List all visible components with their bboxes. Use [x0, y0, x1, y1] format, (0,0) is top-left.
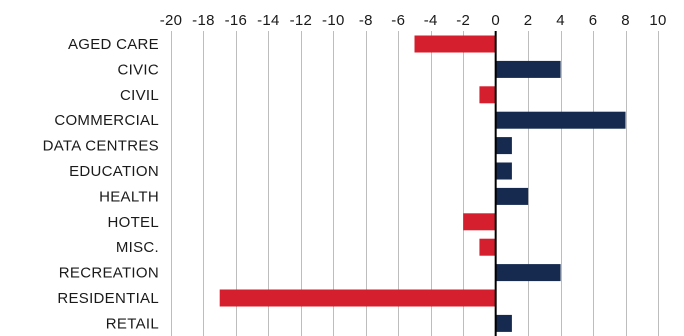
bars	[219, 35, 626, 332]
category-label: DATA CENTRES	[43, 138, 159, 155]
category-label: HEALTH	[99, 188, 159, 205]
bar-commercial	[495, 111, 626, 129]
x-tick-label: -16	[225, 12, 248, 29]
bar-education	[495, 162, 512, 180]
x-tick-label: -2	[456, 12, 470, 29]
category-labels: AGED CARE CIVIC CIVIL COMMERCIAL DATA CENTRE…	[43, 36, 159, 332]
category-label: HOTEL	[107, 214, 159, 231]
x-tick-label: -10	[322, 12, 345, 29]
category-label: MISC.	[116, 239, 159, 256]
category-label: AGED CARE	[68, 36, 159, 53]
bar-recreation	[495, 264, 561, 282]
bar-retail	[495, 314, 512, 332]
x-tick-label: 2	[524, 12, 533, 29]
gridlines	[171, 31, 659, 336]
x-tick-label: -20	[160, 12, 183, 29]
category-label: COMMERCIAL	[54, 112, 159, 129]
x-tick-label: 8	[621, 12, 630, 29]
x-tick-label: -6	[391, 12, 405, 29]
category-label: RECREATION	[59, 265, 159, 282]
bar-hotel	[463, 213, 496, 231]
x-tick-label: -18	[192, 12, 215, 29]
category-label: RESIDENTIAL	[57, 290, 159, 307]
bar-aged-care	[414, 35, 496, 53]
bar-civil	[479, 86, 496, 104]
bar-data-centres	[495, 137, 512, 155]
x-tick-labels: -20 -18 -16 -14 -12 -10 -8 -6 -4 -2 0 2 4 6 8 10	[160, 12, 667, 29]
x-tick-label: 10	[649, 12, 666, 29]
x-tick-label: -8	[359, 12, 373, 29]
bar-residential	[219, 289, 496, 307]
x-tick-label: -4	[424, 12, 438, 29]
category-label: RETAIL	[106, 315, 159, 332]
x-tick-label: -12	[290, 12, 313, 29]
x-tick-label: -14	[257, 12, 280, 29]
x-tick-label: 0	[491, 12, 500, 29]
category-label: CIVIL	[120, 87, 159, 104]
x-tick-label: 6	[589, 12, 598, 29]
bar-misc	[479, 238, 496, 256]
category-label: CIVIC	[117, 61, 159, 78]
bar-civic	[495, 60, 561, 78]
bar-health	[495, 187, 529, 205]
category-label: EDUCATION	[69, 163, 159, 180]
x-tick-label: 4	[556, 12, 565, 29]
